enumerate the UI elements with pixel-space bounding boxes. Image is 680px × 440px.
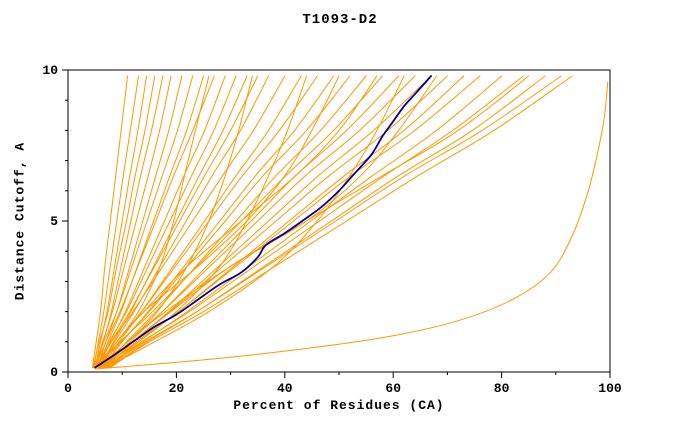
svg-text:0: 0 <box>64 381 72 396</box>
svg-text:100: 100 <box>598 381 622 396</box>
svg-text:10: 10 <box>42 63 58 78</box>
svg-text:5: 5 <box>50 214 58 229</box>
svg-text:60: 60 <box>385 381 401 396</box>
x-axis-label: Percent of Residues (CA) <box>233 398 445 413</box>
svg-text:20: 20 <box>169 381 185 396</box>
svg-text:0: 0 <box>50 365 58 380</box>
svg-text:40: 40 <box>277 381 293 396</box>
chart-title: T1093-D2 <box>302 12 378 28</box>
svg-text:80: 80 <box>494 381 510 396</box>
